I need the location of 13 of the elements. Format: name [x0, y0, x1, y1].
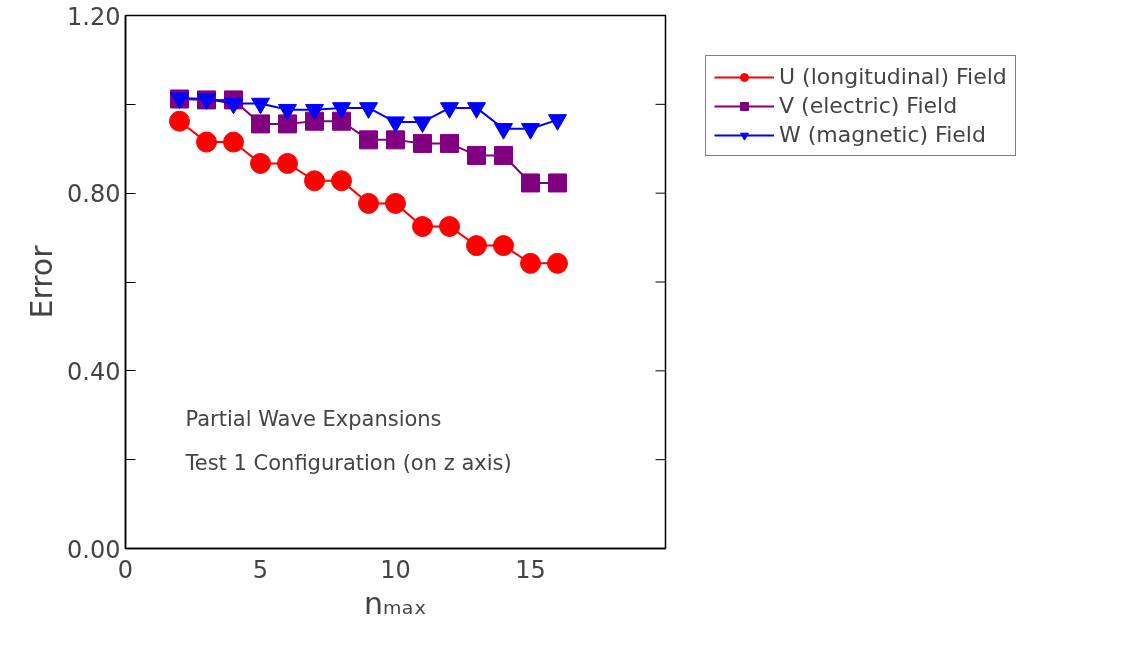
x-tick-label: 5 [252, 555, 269, 584]
x-axis-title: nₘₐₓ [364, 585, 427, 621]
legend-label: W (magnetic) Field [779, 122, 986, 147]
y-axis-title: Error [24, 244, 60, 319]
y-tick-label: 0.40 [67, 357, 121, 386]
annotation: Partial Wave Expansions [185, 406, 442, 431]
y-tick-label: 0.80 [67, 180, 121, 209]
y-tick-label: 1.20 [67, 2, 121, 31]
legend-label: V (electric) Field [779, 93, 958, 118]
legend-label: U (longitudinal) Field [779, 64, 1007, 89]
annotation: Test 1 Configuration (on z axis) [184, 450, 512, 475]
x-tick-label: 15 [515, 555, 546, 584]
x-tick-label: 10 [380, 555, 411, 584]
